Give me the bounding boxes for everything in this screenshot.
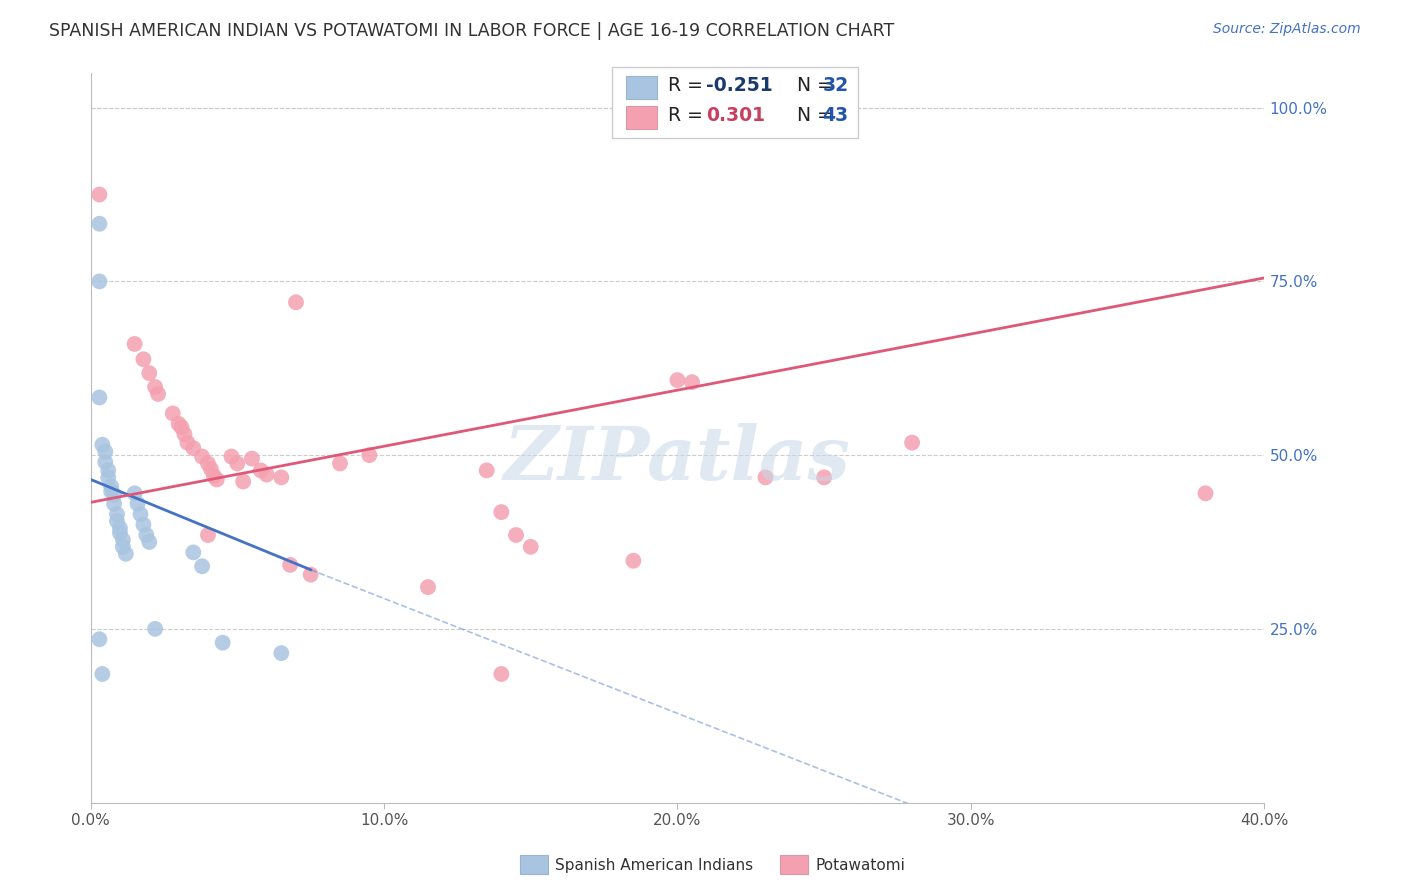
Point [89,632,111,647]
Point [143,380,166,394]
Point [754,470,776,484]
Point [97,463,120,477]
Point [226,457,249,471]
Point [191,450,214,464]
Point [108,525,131,540]
Point [813,470,835,484]
Text: 32: 32 [823,76,849,95]
Point [278,558,301,572]
Point [270,646,292,660]
Point [211,636,233,650]
Point [240,451,263,466]
Point [491,667,513,681]
Point [89,274,111,288]
Point [143,622,166,636]
Point [681,375,703,389]
Point [329,457,352,471]
Text: N =: N = [785,76,838,95]
Point [94,444,117,458]
Point [181,441,204,455]
Text: R =: R = [668,76,709,95]
Text: 0.301: 0.301 [706,106,765,126]
Point [89,391,111,405]
Point [100,484,122,499]
Point [181,545,204,559]
Point [232,475,254,489]
Point [114,547,136,561]
Point [359,448,381,462]
Point [100,479,122,493]
Text: Source: ZipAtlas.com: Source: ZipAtlas.com [1213,22,1361,37]
Point [162,406,184,420]
Point [91,667,114,681]
Point [127,497,149,511]
Text: -0.251: -0.251 [706,76,772,95]
Point [91,438,114,452]
Point [285,295,308,310]
Point [103,497,125,511]
Point [197,528,219,542]
Point [1194,486,1216,500]
Text: Potawatomi: Potawatomi [815,858,905,872]
Point [173,427,195,442]
Point [132,352,155,367]
Point [105,507,128,521]
Point [249,463,271,477]
Point [666,373,689,387]
Point [146,387,169,401]
Point [270,470,292,484]
Point [124,486,146,500]
Point [519,540,541,554]
Point [505,528,527,542]
Point [901,435,924,450]
Point [202,469,225,483]
Point [138,535,160,549]
Point [416,580,439,594]
Point [197,457,219,471]
Point [111,533,134,547]
Text: SPANISH AMERICAN INDIAN VS POTAWATOMI IN LABOR FORCE | AGE 16-19 CORRELATION CHA: SPANISH AMERICAN INDIAN VS POTAWATOMI IN… [49,22,894,40]
Point [170,420,193,434]
Point [97,470,120,484]
Point [89,217,111,231]
Point [221,450,243,464]
Text: N =: N = [785,106,838,126]
Text: Spanish American Indians: Spanish American Indians [555,858,754,872]
Point [205,472,228,486]
Point [129,507,152,521]
Point [108,521,131,535]
Point [191,559,214,574]
Point [176,435,198,450]
Point [200,462,222,476]
Point [475,463,498,477]
Point [89,187,111,202]
Point [167,417,190,431]
Point [299,567,322,582]
Point [124,337,146,351]
Text: 43: 43 [823,106,849,126]
Point [132,517,155,532]
Point [256,467,278,482]
Point [135,528,157,542]
Point [103,488,125,502]
Point [111,540,134,554]
Point [94,455,117,469]
Text: R =: R = [668,106,714,126]
Point [491,505,513,519]
Point [138,366,160,380]
Text: ZIPatlas: ZIPatlas [503,424,851,496]
Point [105,514,128,528]
Point [621,554,644,568]
